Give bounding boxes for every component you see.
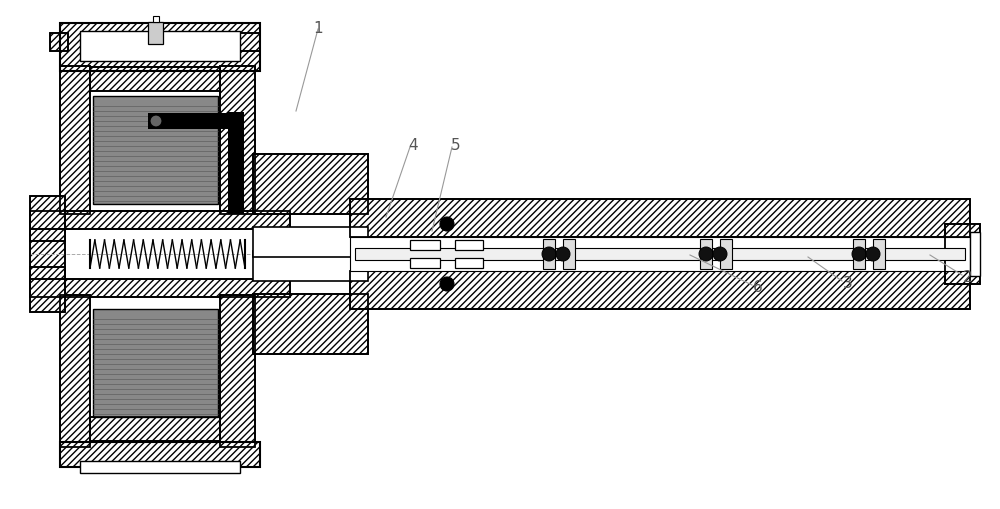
Bar (30, 279, 290, 297)
Bar (90, 68, 220, 92)
Text: 6: 6 (753, 280, 763, 295)
Bar (945, 224, 980, 285)
Bar (30, 279, 290, 297)
Bar (90, 417, 220, 441)
Bar (80, 32, 240, 62)
Bar (220, 295, 255, 447)
Bar (30, 230, 65, 279)
Bar (410, 259, 440, 268)
Circle shape (556, 247, 570, 262)
Bar (350, 238, 970, 271)
Bar (220, 67, 255, 215)
Circle shape (150, 116, 162, 128)
Bar (873, 240, 885, 269)
Bar (30, 212, 290, 230)
Bar (80, 461, 240, 473)
Bar (945, 224, 980, 285)
Bar (30, 267, 65, 313)
Text: 3: 3 (843, 276, 853, 291)
Bar (220, 67, 255, 215)
Bar (350, 271, 970, 309)
Bar (253, 155, 368, 215)
Bar (853, 240, 865, 269)
Circle shape (866, 247, 880, 262)
Bar (253, 228, 368, 258)
Bar (60, 442, 260, 467)
Bar (60, 24, 260, 72)
Text: 1: 1 (313, 20, 323, 36)
Bar (153, 17, 159, 23)
Bar (30, 267, 65, 313)
Bar (228, 113, 244, 215)
Circle shape (542, 247, 556, 262)
Bar (90, 417, 220, 441)
Bar (30, 196, 65, 242)
Circle shape (440, 217, 454, 232)
Bar (240, 34, 260, 52)
Bar (720, 240, 732, 269)
Bar (60, 67, 90, 215)
Bar (148, 23, 163, 45)
Bar (30, 212, 290, 230)
Bar (240, 34, 260, 52)
Bar (60, 24, 260, 72)
Bar (455, 241, 483, 250)
Bar (563, 240, 575, 269)
Bar (93, 97, 218, 205)
Bar (30, 196, 65, 242)
Bar (50, 34, 68, 52)
Circle shape (699, 247, 713, 262)
Circle shape (440, 277, 454, 292)
Text: 5: 5 (451, 138, 461, 153)
Bar (253, 294, 368, 354)
Bar (253, 251, 368, 281)
Bar (455, 259, 483, 268)
Bar (220, 295, 255, 447)
Bar (253, 294, 368, 354)
Bar (350, 200, 970, 238)
Bar (30, 230, 65, 279)
Bar (60, 295, 90, 447)
Bar (970, 233, 980, 276)
Bar (350, 271, 970, 309)
Bar (253, 155, 368, 215)
Text: 4: 4 (408, 138, 418, 153)
Bar (148, 114, 243, 130)
Bar (93, 309, 218, 417)
Bar (50, 34, 68, 52)
Bar (355, 248, 965, 261)
Bar (543, 240, 555, 269)
Bar (700, 240, 712, 269)
Circle shape (713, 247, 727, 262)
Text: 2: 2 (963, 270, 973, 285)
Circle shape (852, 247, 866, 262)
Bar (350, 200, 970, 238)
Bar (60, 442, 260, 467)
Bar (60, 67, 90, 215)
Bar (90, 68, 220, 92)
Bar (60, 295, 90, 447)
Bar (410, 241, 440, 250)
